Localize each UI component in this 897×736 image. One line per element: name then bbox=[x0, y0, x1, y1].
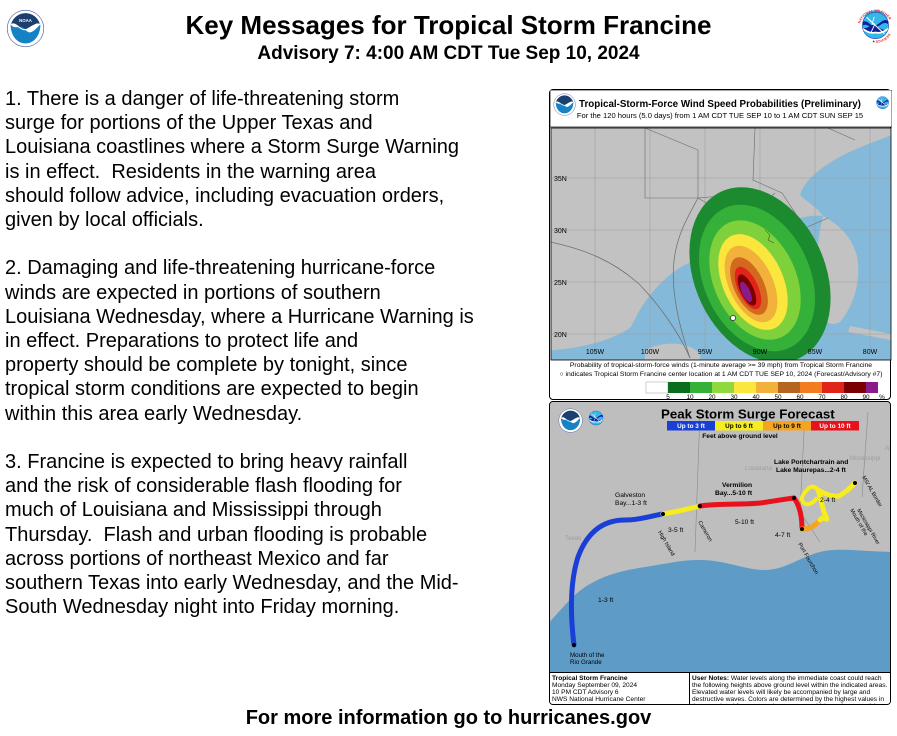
svg-text:%: % bbox=[879, 394, 885, 401]
svg-text:85W: 85W bbox=[808, 349, 823, 356]
svg-text:Rio Grande: Rio Grande bbox=[570, 659, 602, 666]
svg-text:Up to 6 ft: Up to 6 ft bbox=[725, 423, 754, 430]
svg-text:Louisiana: Louisiana bbox=[745, 465, 772, 472]
svg-text:80W: 80W bbox=[863, 349, 878, 356]
svg-text:Lake Pontchartrain and: Lake Pontchartrain and bbox=[774, 459, 848, 466]
svg-text:Up to 3 ft: Up to 3 ft bbox=[677, 423, 706, 430]
svg-text:20N: 20N bbox=[554, 332, 567, 339]
svg-text:2-4 ft: 2-4 ft bbox=[820, 497, 835, 504]
svg-text:5-10 ft: 5-10 ft bbox=[735, 519, 754, 526]
svg-text:For the 120 hours (5.0 days) f: For the 120 hours (5.0 days) from 1 AM C… bbox=[577, 111, 863, 120]
svg-text:Peak Storm Surge Forecast: Peak Storm Surge Forecast bbox=[661, 407, 835, 422]
svg-text:★: ★ bbox=[872, 40, 875, 44]
svg-text:Tropical-Storm-Force Wind Spee: Tropical-Storm-Force Wind Speed Probabil… bbox=[579, 99, 861, 110]
svg-text:Probability of tropical-storm-: Probability of tropical-storm-force wind… bbox=[570, 362, 872, 369]
svg-text:○ indicates Tropical Storm Fra: ○ indicates Tropical Storm Francine cent… bbox=[560, 371, 883, 378]
svg-text:5: 5 bbox=[666, 394, 670, 401]
svg-text:Bay...5-10 ft: Bay...5-10 ft bbox=[715, 490, 753, 497]
svg-text:90: 90 bbox=[862, 394, 870, 401]
svg-text:Galveston: Galveston bbox=[615, 492, 645, 499]
svg-text:Alabama: Alabama bbox=[885, 445, 891, 452]
svg-text:35N: 35N bbox=[554, 176, 567, 183]
svg-text:Mouth of the: Mouth of the bbox=[570, 652, 605, 659]
svg-text:Mississippi: Mississippi bbox=[850, 455, 880, 462]
svg-text:30N: 30N bbox=[554, 228, 567, 235]
svg-text:20: 20 bbox=[708, 394, 716, 401]
svg-text:4-7 ft: 4-7 ft bbox=[775, 532, 790, 539]
svg-text:50: 50 bbox=[774, 394, 782, 401]
svg-text:100W: 100W bbox=[641, 349, 660, 356]
svg-text:70: 70 bbox=[818, 394, 826, 401]
svg-text:Feet above ground level: Feet above ground level bbox=[702, 433, 778, 440]
svg-text:1-3 ft: 1-3 ft bbox=[598, 597, 613, 604]
svg-text:90W: 90W bbox=[753, 349, 768, 356]
svg-text:30: 30 bbox=[730, 394, 738, 401]
svg-text:3-5 ft: 3-5 ft bbox=[668, 527, 683, 534]
svg-text:Up to 10 ft: Up to 10 ft bbox=[819, 423, 851, 430]
svg-text:Bay...1-3 ft: Bay...1-3 ft bbox=[615, 500, 647, 507]
svg-text:60: 60 bbox=[796, 394, 804, 401]
svg-text:105W: 105W bbox=[586, 349, 605, 356]
svg-text:Lake Maurepas...2-4 ft: Lake Maurepas...2-4 ft bbox=[776, 467, 847, 474]
svg-text:10: 10 bbox=[686, 394, 694, 401]
svg-text:80: 80 bbox=[840, 394, 848, 401]
svg-text:95W: 95W bbox=[698, 349, 713, 356]
svg-text:25N: 25N bbox=[554, 280, 567, 287]
svg-text:40: 40 bbox=[752, 394, 760, 401]
svg-text:Up to 9 ft: Up to 9 ft bbox=[773, 423, 802, 430]
svg-text:Vermilion: Vermilion bbox=[722, 482, 752, 489]
svg-text:Texas: Texas bbox=[565, 535, 581, 542]
